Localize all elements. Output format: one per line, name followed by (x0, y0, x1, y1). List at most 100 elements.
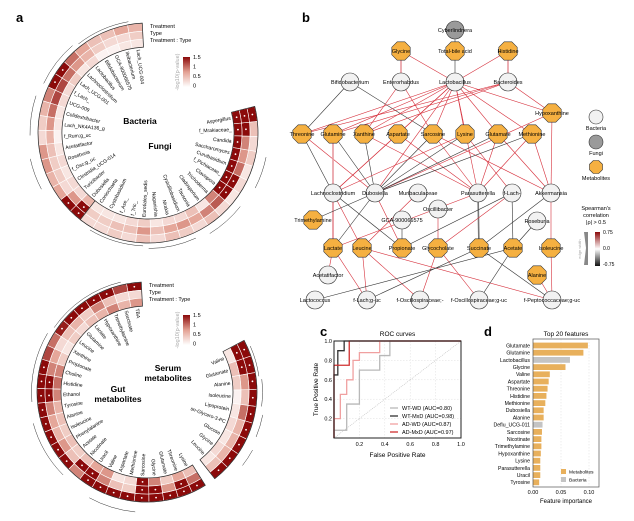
network-node-bacteria[interactable]: f-Oscillospiraceae;- (396, 290, 444, 310)
network-node-metabolite[interactable]: Leucine (352, 238, 372, 258)
metabolite-node-shape (388, 124, 408, 144)
bar (533, 400, 546, 406)
network-edge (361, 247, 421, 301)
category-label: Methionine (505, 401, 530, 407)
network-node-bacteria[interactable]: Akkermansia (535, 183, 568, 203)
x-tick-label: 0.6 (406, 442, 414, 448)
edge-width-label: edge width (577, 239, 582, 258)
bacteria-node-shape (469, 290, 489, 310)
dendrogram-branch (78, 21, 129, 45)
dendrogram-branch (148, 237, 196, 249)
network-node-bacteria[interactable]: Lactobacillus (439, 72, 471, 92)
network-node-metabolite[interactable]: Glutamate (485, 124, 511, 144)
network-node-bacteria[interactable]: Roseburia (524, 211, 550, 231)
significance-dot (240, 366, 243, 369)
network-node-bacteria[interactable]: Lactococcus (300, 290, 331, 310)
network-node-bacteria[interactable]: f-Oscillospiraceae;g-uc (451, 290, 507, 310)
network-node-metabolite[interactable]: Threonine (290, 124, 315, 144)
network-node-bacteria[interactable]: GCA-900066575 (381, 210, 423, 230)
network-node-metabolite[interactable]: Total-bile acid (438, 41, 472, 61)
network-edge (332, 133, 466, 194)
significance-dot (251, 113, 254, 116)
network-edge (332, 133, 399, 194)
network-node-metabolite[interactable]: Trimethylamine (294, 210, 332, 230)
network-node-bacteria[interactable]: f-Peptococcaceae;g-uc (524, 290, 581, 310)
network-node-bacteria[interactable]: Acetatifactor (313, 265, 344, 285)
network-node-metabolite[interactable]: Glycocholate (422, 238, 454, 258)
network-node-metabolite[interactable]: Xanthine (353, 124, 375, 144)
network-node-metabolite[interactable]: Sarcosine (421, 124, 445, 144)
heatmap-cell (52, 388, 62, 402)
significance-dot (61, 69, 64, 71)
significance-dot (243, 114, 246, 117)
network-node-metabolite[interactable]: Isoleucine (539, 238, 564, 258)
network-node-metabolite[interactable]: Succinate (467, 238, 491, 258)
network-node-metabolite[interactable]: Glycine (391, 41, 411, 61)
network-node-metabolite[interactable]: Hypoxanthine (535, 103, 569, 123)
network-node-metabolite[interactable]: Glutamine (320, 124, 346, 144)
network-node-bacteria[interactable]: Enterorhabdus (383, 72, 419, 92)
node-label: Roseburia (524, 219, 550, 225)
network-node-bacteria[interactable]: Bacteroides (493, 72, 523, 92)
bacteria-node-shape (357, 290, 377, 310)
network-edge (301, 133, 334, 194)
significance-dot (237, 128, 239, 131)
network-node-metabolite[interactable]: Acetate (503, 238, 523, 258)
node-label: Dubosiella (362, 191, 389, 197)
network-edge (301, 81, 456, 135)
network-node-bacteria[interactable]: f-Lach;g-uc (353, 290, 381, 310)
node-label: GCA-900066575 (381, 218, 422, 224)
heatmap-group-outline (36, 281, 206, 503)
bacteria-node-shape (323, 183, 343, 203)
node-label: Enterorhabdus (383, 80, 419, 86)
network-node-metabolite[interactable]: Lactate (323, 238, 343, 258)
network-node-bacteria[interactable]: f-Lach- (502, 183, 522, 203)
network-node-bacteria[interactable]: Oscillibacter (423, 199, 453, 219)
dendrogram-branch (255, 414, 263, 438)
bacteria-node-shape (541, 183, 561, 203)
metabolite-node-shape (391, 41, 411, 61)
network-edge (361, 247, 553, 301)
roc-curve-2 (333, 340, 461, 438)
metabolite-node-shape (542, 103, 562, 123)
network-node-bacteria[interactable]: Bifidobacterium (331, 72, 369, 92)
network-node-metabolite[interactable]: Propionate (389, 238, 416, 258)
dendrogram-branch (89, 497, 136, 513)
significance-dot (87, 479, 89, 481)
network-node-fungi[interactable]: Cyberlindnera (438, 20, 473, 40)
network-edge (437, 247, 480, 301)
network-edge (332, 81, 456, 135)
heatmap-row-label: Tyrosine (64, 400, 84, 409)
significance-dot (81, 464, 83, 467)
heatmap-row-label: f_Rum;g_uc (64, 133, 92, 140)
network-node-metabolite[interactable]: Histidine (497, 41, 519, 61)
heatmap-row-label: Valine (211, 356, 226, 367)
network-node-metabolite[interactable]: Alanine (527, 265, 547, 285)
color-scale-tick: 0 (193, 84, 196, 90)
network-node-bacteria[interactable]: Lachnoclostridium (311, 183, 356, 203)
x-tick-label: 0.00 (528, 490, 539, 496)
significance-dot (196, 484, 198, 487)
correlation-legend-title: |ρ| > 0.5 (586, 220, 606, 226)
legend-swatch (561, 469, 566, 474)
significance-dot (141, 488, 144, 491)
correlation-legend-title: Spearman's (581, 206, 610, 212)
category-label: Alanine (513, 415, 530, 421)
legend-label: WT-WD (AUC=0.80) (402, 406, 452, 412)
network-node-metabolite[interactable]: Aspartate (386, 124, 410, 144)
correlation-tick: 0.0 (603, 246, 610, 252)
group-title: Gut metabolites (94, 384, 142, 404)
bar (533, 407, 544, 414)
legend-label: Bacteria (569, 478, 587, 484)
node-label: Succinate (467, 246, 491, 252)
network-node-metabolite[interactable]: Lysine (455, 124, 475, 144)
network-node-bacteria[interactable]: Muribaculaceae (399, 183, 438, 203)
bottom-circular-heatmap: TBASuccinateTrimethylamineHypoxanthineLa… (31, 281, 263, 513)
metabolite-node-shape (498, 41, 518, 61)
category-label: Glycine (513, 365, 530, 371)
network-edge (349, 81, 434, 135)
network-node-metabolite[interactable]: Methionine (519, 124, 546, 144)
metabolite-node-shape (541, 238, 561, 258)
network-node-bacteria[interactable]: Dubosiella (362, 183, 389, 203)
network-node-bacteria[interactable]: Parasutterella (461, 183, 496, 203)
